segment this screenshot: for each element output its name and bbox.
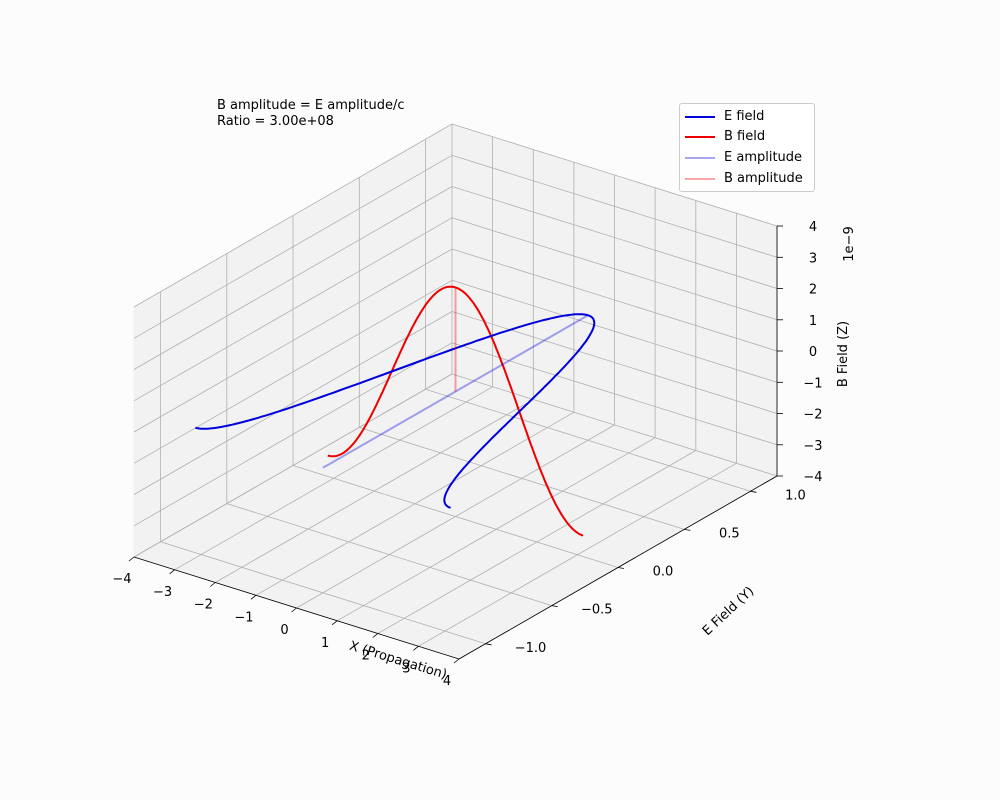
z-gridline — [133, 154, 453, 339]
z-gridline — [133, 279, 453, 464]
y-tick — [485, 643, 492, 646]
z-axis-label: B Field (Z) — [836, 321, 851, 387]
z-gridline — [133, 123, 453, 308]
legend-entry-e-field: E field — [680, 107, 814, 127]
z-tick-label: −4 — [803, 470, 822, 485]
legend-entry-e-amplitude: E amplitude — [680, 148, 814, 168]
x-tick-label: −1 — [234, 610, 253, 625]
y-tick-label: −0.5 — [581, 603, 613, 618]
z-gridline — [451, 217, 778, 321]
x-tick — [413, 645, 419, 651]
x-tick-label: 1 — [321, 636, 329, 651]
y-tick — [551, 605, 558, 607]
x-tick-label: −2 — [194, 598, 213, 613]
x-tick — [291, 607, 297, 613]
e-amplitude-line — [322, 314, 589, 469]
y-gridline — [359, 427, 685, 530]
z-tick-label: 2 — [809, 283, 817, 298]
y-gridline — [226, 503, 552, 606]
y-gridline — [292, 465, 619, 568]
y-tick-label: 0.5 — [719, 526, 740, 541]
z-tick-label: 0 — [809, 345, 817, 360]
z-gridline — [451, 248, 778, 352]
z-gridline — [133, 373, 453, 558]
axis-lines — [128, 225, 783, 664]
z-gridline — [451, 154, 778, 258]
legend-label-e-amplitude: E amplitude — [724, 150, 803, 165]
x-tick-label: −4 — [112, 572, 131, 587]
x-tick — [210, 582, 216, 587]
z-gridline — [133, 217, 453, 402]
x-tick-label: 3 — [402, 661, 410, 676]
z-tick-label: −2 — [803, 408, 822, 423]
y-tick — [617, 567, 625, 569]
annotation-line-2: Ratio = 3.00e+08 — [217, 114, 334, 129]
y-tick-label: 1.0 — [785, 488, 806, 503]
z-gridline — [133, 248, 453, 433]
series-lines — [195, 285, 596, 537]
y-tick — [750, 490, 757, 493]
legend-swatch-b-field — [685, 136, 715, 138]
z-gridline — [451, 342, 778, 446]
legend-label-b-field: B field — [724, 129, 766, 144]
y-gridline — [160, 541, 486, 645]
e-field-line — [195, 313, 596, 509]
z-gridline — [133, 342, 453, 527]
y-axis-label: E Field (Y) — [700, 584, 757, 639]
y-tick-label: −1.0 — [515, 641, 547, 656]
z-tick-label: 3 — [809, 251, 817, 266]
z-gridline — [133, 311, 453, 495]
z-gridline — [451, 186, 778, 289]
x-tick — [331, 620, 338, 626]
ratio-annotation: B amplitude = E amplitude/c Ratio = 3.00… — [217, 98, 404, 130]
z-tick-label: 4 — [809, 220, 817, 235]
b-field-line — [327, 285, 584, 537]
x-tick — [128, 556, 135, 562]
x-tick — [169, 569, 175, 575]
z-gridline — [451, 279, 778, 383]
tick-labels: −4 −3 −2 −1 0 1 2 3 4 −1.0 −0.5 0.0 0.5 1.0 −4 −3 −2 −1 0 1… — [112, 220, 822, 689]
x-tick — [453, 658, 460, 664]
legend-label-e-field: E field — [724, 109, 765, 124]
legend-swatch-b-amplitude — [685, 178, 715, 180]
x-tick — [372, 633, 379, 638]
y-tick-label: 0.0 — [653, 565, 674, 580]
x-tick — [250, 594, 257, 600]
z-tick-label: −3 — [803, 439, 822, 454]
x-tick-label: 4 — [443, 674, 451, 689]
y-gridline — [425, 388, 751, 492]
legend-swatch-e-field — [685, 116, 715, 118]
legend-entry-b-amplitude: B amplitude — [680, 169, 814, 189]
y-tick — [684, 529, 691, 531]
annotation-line-1: B amplitude = E amplitude/c — [217, 98, 405, 113]
legend-swatch-e-amplitude — [685, 157, 715, 159]
legend-entry-b-field: B field — [680, 127, 814, 147]
z-gridline — [451, 373, 778, 477]
z-gridline — [133, 186, 453, 370]
x-tick-label: −3 — [153, 585, 172, 600]
z-axis-offset-text: 1e−9 — [842, 226, 857, 261]
x-tick-label: 2 — [362, 649, 370, 664]
z-tick-label: −1 — [803, 376, 822, 391]
legend: E field B field E amplitude B amplitude — [679, 103, 815, 192]
z-gridline — [451, 311, 778, 414]
x-tick-label: 0 — [280, 623, 288, 638]
z-gridline — [451, 123, 778, 227]
z-tick-label: 1 — [809, 314, 817, 329]
legend-label-b-amplitude: B amplitude — [724, 171, 803, 186]
